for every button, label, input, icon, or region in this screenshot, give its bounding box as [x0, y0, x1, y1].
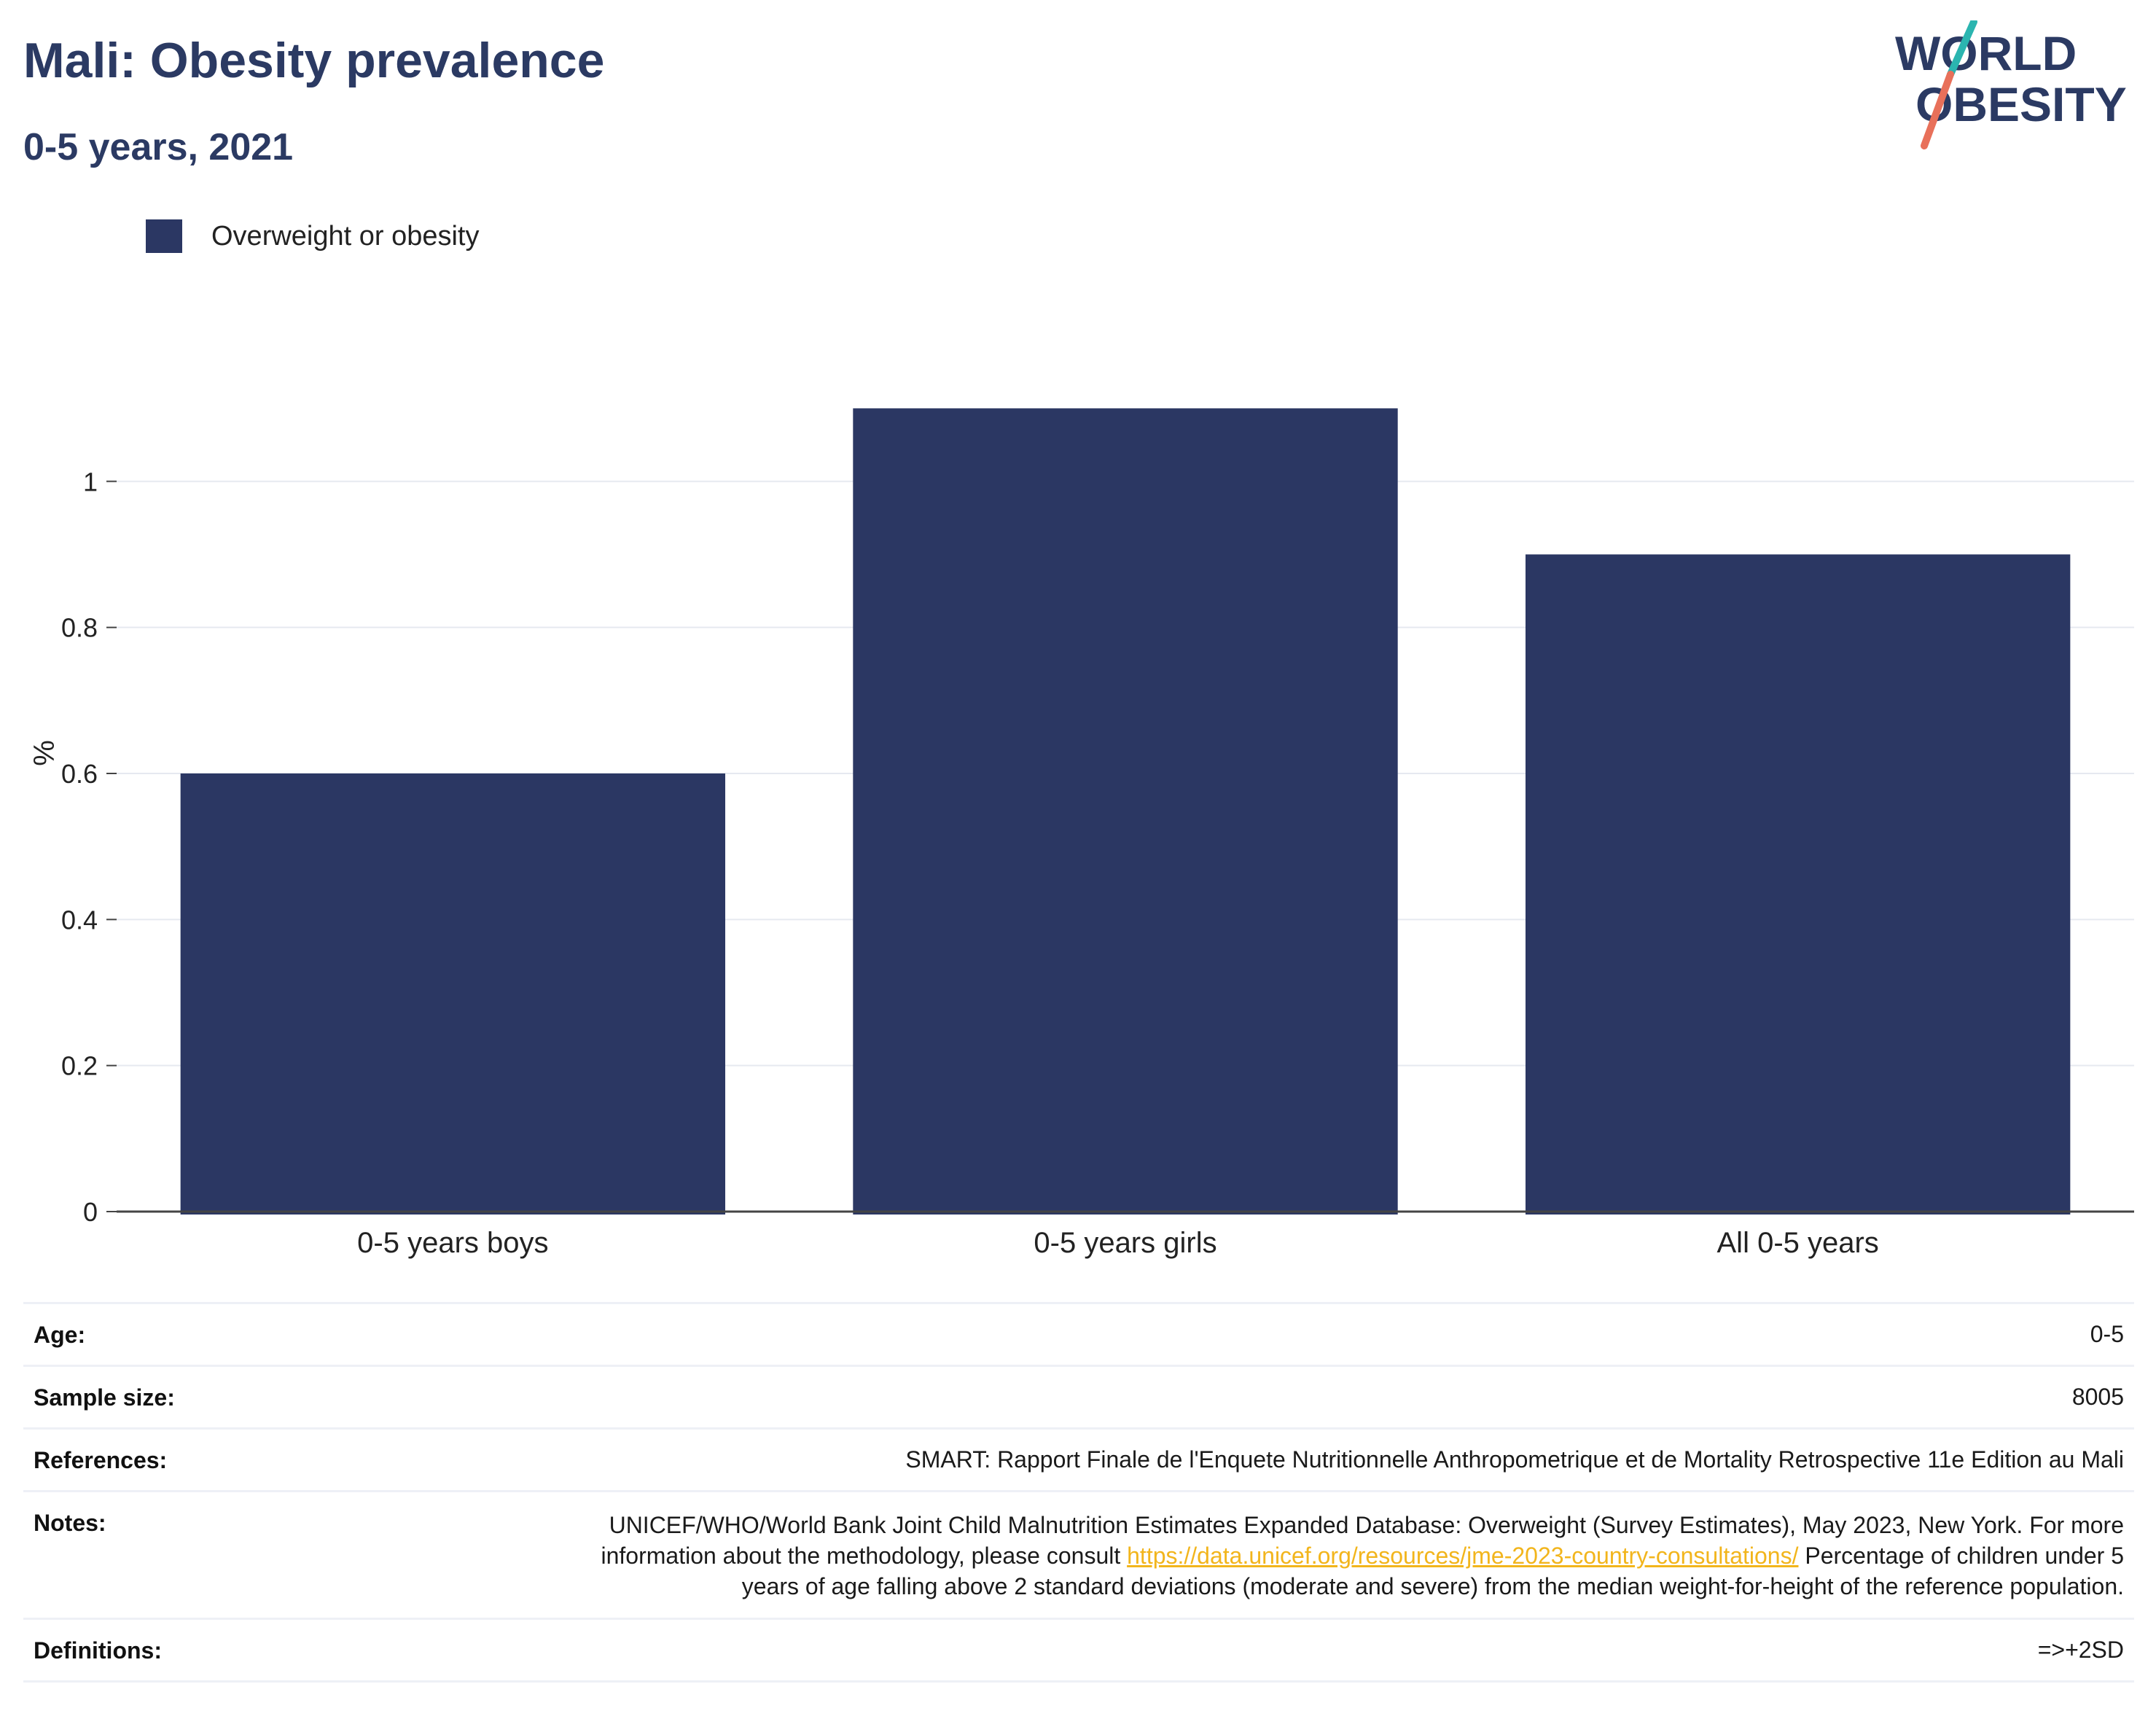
y-tick-label: 0.6	[61, 759, 98, 789]
meta-age-label: Age:	[34, 1322, 86, 1348]
x-category-label: 0-5 years boys	[357, 1227, 548, 1259]
bar-chart: 0 0.2 0.4 0.6 0.8 1% 0-5 years boys 0-5 years g…	[28, 408, 2134, 1259]
metadata-table: Age: 0-5 Sample size: 8005 References: S…	[23, 1302, 2134, 1683]
meta-notes-text: UNICEF/WHO/World Bank Joint Child Malnut…	[601, 1512, 2124, 1569]
bar-3	[1525, 554, 2071, 1214]
logo-text-world: WORLD	[1895, 26, 2077, 80]
meta-notes-value: UNICEF/WHO/World Bank Joint Child Malnut…	[579, 1510, 2124, 1602]
logo-slash-top	[1947, 20, 1977, 78]
meta-definitions-label: Definitions:	[34, 1637, 162, 1664]
chart-title: Mali: Obesity prevalence	[23, 33, 605, 88]
meta-row-notes: Notes: UNICEF/WHO/World Bank Joint Child…	[23, 1492, 2134, 1620]
logo-slash-bottom	[1921, 71, 1954, 149]
legend-swatch	[146, 219, 182, 253]
y-tick-label: 1	[83, 467, 98, 496]
meta-references-value: SMART: Rapport Finale de l'Enquete Nutri…	[905, 1446, 2124, 1473]
y-tick-label: 0.4	[61, 905, 98, 935]
legend-label: Overweight or obesity	[211, 220, 480, 252]
y-tick-label: 0.2	[61, 1051, 98, 1081]
meta-references-label: References:	[34, 1447, 168, 1473]
meta-notes-text-after: Percentage of children under 5 years of …	[741, 1543, 2124, 1599]
meta-row-definitions: Definitions: =>+2SD	[23, 1620, 2134, 1683]
meta-sample-size-label: Sample size:	[34, 1384, 175, 1411]
bar-2	[853, 408, 1398, 1214]
chart-subtitle: 0-5 years, 2021	[23, 126, 294, 168]
meta-notes-label: Notes:	[34, 1510, 106, 1536]
legend[interactable]: Overweight or obesity	[146, 216, 480, 257]
meta-row-sample-size: Sample size: 8005	[23, 1367, 2134, 1430]
meta-row-age: Age: 0-5	[23, 1304, 2134, 1367]
meta-definitions-value: =>+2SD	[2037, 1637, 2124, 1663]
logo-text-obesity: OBESITY	[1915, 77, 2127, 131]
bar-1	[180, 773, 726, 1214]
y-tick-label: 0.8	[61, 613, 98, 643]
meta-age-value: 0-5	[2090, 1321, 2124, 1347]
methodology-link[interactable]: https://data.unicef.org/resources/jme-20…	[1127, 1543, 1799, 1569]
x-category-label: 0-5 years girls	[1034, 1227, 1216, 1259]
meta-row-references: References: SMART: Rapport Finale de l'E…	[23, 1430, 2134, 1492]
meta-sample-size-value: 8005	[2071, 1384, 2124, 1410]
y-tick-label: 0	[83, 1197, 98, 1227]
x-category-label: All 0-5 years	[1717, 1227, 1879, 1259]
y-axis-label: %	[28, 740, 60, 766]
world-obesity-logo: WORLD OBESITY	[1895, 20, 2127, 149]
